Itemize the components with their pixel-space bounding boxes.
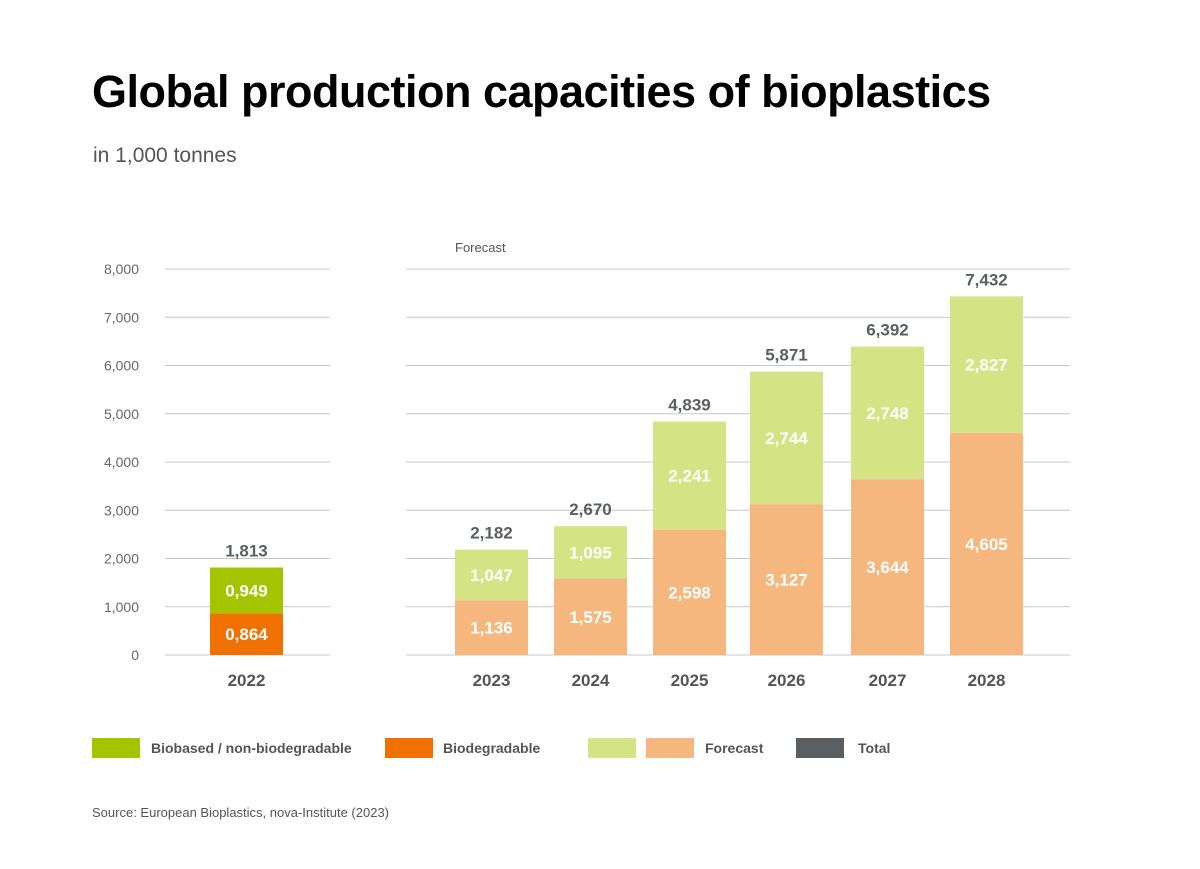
y-tick-label: 1,000 <box>104 599 139 615</box>
data-label: 0,864 <box>225 625 268 644</box>
bar-biodegradable-2024 <box>554 579 627 655</box>
data-label: 3,127 <box>765 571 808 590</box>
legend-label: Biobased / non-biodegradable <box>151 740 352 756</box>
x-tick-label: 2025 <box>671 671 709 690</box>
bar-biodegradable-2025 <box>653 529 726 655</box>
legend-swatch <box>588 738 636 758</box>
chart-title: Global production capacities of bioplast… <box>92 66 991 117</box>
y-tick-label: 5,000 <box>104 406 139 422</box>
bar-biobased-2026 <box>750 371 823 505</box>
x-tick-label: 2026 <box>768 671 806 690</box>
legend-item-forecast: Forecast <box>588 738 763 758</box>
legend-swatch <box>385 738 433 758</box>
total-label: 7,432 <box>965 270 1008 289</box>
forecast-label: Forecast <box>455 240 506 255</box>
legend-item-biodegradable: Biodegradable <box>385 738 540 758</box>
bar-biodegradable-2023 <box>455 600 528 655</box>
data-label: 2,748 <box>866 404 909 423</box>
total-label: 2,670 <box>569 500 612 519</box>
y-tick-label: 4,000 <box>104 454 139 470</box>
total-label: 4,839 <box>668 396 711 415</box>
data-label: 1,095 <box>569 544 612 563</box>
bar-biodegradable-2022 <box>210 613 283 655</box>
bar-biobased-2027 <box>851 346 924 480</box>
x-tick-label: 2027 <box>869 671 907 690</box>
data-label: 4,605 <box>965 535 1008 554</box>
bar-biobased-2023 <box>455 549 528 601</box>
x-tick-label: 2023 <box>473 671 511 690</box>
legend-swatch <box>796 738 844 758</box>
bar-biobased-2025 <box>653 421 726 530</box>
x-tick-label: 2028 <box>968 671 1006 690</box>
bar-biodegradable-2027 <box>851 479 924 655</box>
x-tick-label: 2022 <box>228 671 266 690</box>
y-tick-label: 3,000 <box>104 502 139 518</box>
data-label: 2,827 <box>965 356 1008 375</box>
x-tick-label: 2024 <box>572 671 610 690</box>
total-label: 1,813 <box>225 542 268 561</box>
data-label: 2,744 <box>765 429 808 448</box>
data-label: 2,598 <box>668 583 711 602</box>
bar-biodegradable-2026 <box>750 504 823 655</box>
data-label: 3,644 <box>866 558 909 577</box>
legend-item-biobased: Biobased / non-biodegradable <box>92 738 352 758</box>
y-tick-label: 2,000 <box>104 551 139 567</box>
legend-swatch <box>646 738 694 758</box>
total-label: 2,182 <box>470 524 513 543</box>
legend-swatch <box>92 738 140 758</box>
data-label: 1,136 <box>470 619 513 638</box>
bar-biobased-2028 <box>950 296 1023 433</box>
legend-item-total: Total <box>796 738 890 758</box>
legend-label: Forecast <box>705 740 764 756</box>
source-note: Source: European Bioplastics, nova-Insti… <box>92 805 390 820</box>
y-tick-label: 8,000 <box>104 261 139 277</box>
total-label: 5,871 <box>765 346 808 365</box>
bar-biodegradable-2028 <box>950 432 1023 655</box>
y-tick-label: 6,000 <box>104 358 139 374</box>
data-label: 1,575 <box>569 608 612 627</box>
chart-subtitle: in 1,000 tonnes <box>93 144 237 167</box>
y-tick-label: 0 <box>131 647 139 663</box>
y-tick-label: 7,000 <box>104 309 139 325</box>
bar-biobased-2022 <box>210 567 283 614</box>
data-label: 2,241 <box>668 467 711 486</box>
legend-label: Biodegradable <box>443 740 541 756</box>
data-label: 1,047 <box>470 566 513 585</box>
bar-biobased-2024 <box>554 526 627 580</box>
data-label: 0,949 <box>225 581 268 600</box>
total-label: 6,392 <box>866 321 909 340</box>
legend-label: Total <box>858 740 891 756</box>
